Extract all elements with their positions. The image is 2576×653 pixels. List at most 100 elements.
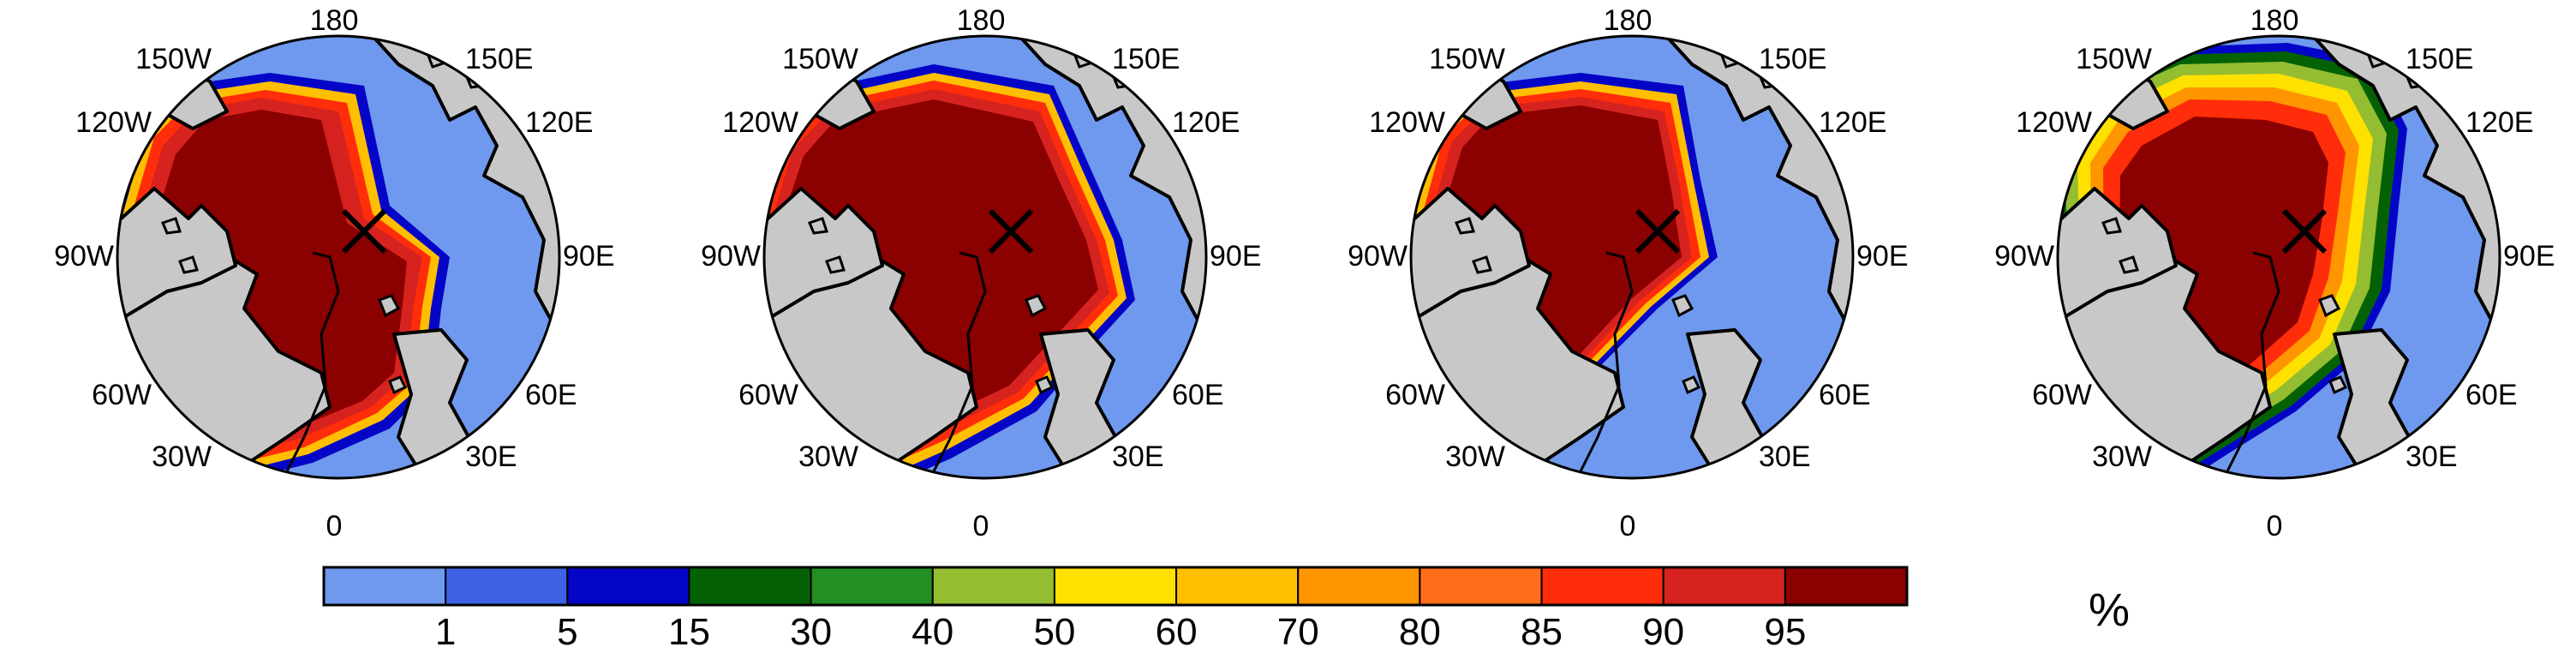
longitude-label: 150E: [1759, 43, 1826, 75]
longitude-label: 150W: [1429, 43, 1505, 75]
colorbar-swatch: [1175, 566, 1300, 606]
island: [1025, 294, 1048, 318]
longitude-label: 60E: [1172, 379, 1224, 411]
map-panels: 180 150W 150E 120W 120E 90W 90E 60W 60E 30W 30E 0 18…: [54, 4, 2555, 542]
x-mark: [341, 208, 387, 255]
colorbar-tick-label: 40: [911, 611, 953, 653]
longitude-label: 180: [310, 4, 359, 37]
island: [2318, 294, 2341, 318]
longitude-label: 180: [957, 4, 1006, 37]
map-body: [764, 36, 1206, 478]
island: [1671, 294, 1694, 318]
island: [1472, 255, 1492, 274]
longitude-label: 120W: [1369, 106, 1445, 139]
longitude-label: 60E: [525, 379, 577, 411]
longitude-label: 60W: [2032, 379, 2092, 411]
longitude-label: 180: [1604, 4, 1653, 37]
longitude-label: 90W: [1348, 240, 1408, 273]
longitude-label: 150E: [1112, 43, 1180, 75]
longitude-label: 90W: [54, 240, 114, 273]
colorbar-swatch: [1662, 566, 1786, 606]
longitude-label: 90W: [1994, 240, 2054, 273]
colorbar-tick-label: 15: [668, 611, 710, 653]
longitude-label: 30E: [465, 440, 517, 473]
map-panel: 180 150W 150E 120W 120E 90W 90E 60W 60E 30W 30E 0: [54, 4, 614, 542]
longitude-label: 30E: [2406, 440, 2458, 473]
map-body: [117, 36, 559, 478]
longitude-label: 150W: [782, 43, 858, 75]
map-panel: 180 150W 150E 120W 120E 90W 90E 60W 60E 30W 30E 0: [1994, 4, 2555, 542]
colorbar-swatch: [1053, 566, 1178, 606]
longitude-label: 150E: [2406, 43, 2473, 75]
longitude-label: 150E: [465, 43, 533, 75]
longitude-label: 120E: [2465, 106, 2533, 139]
map-boundary: [2056, 34, 2501, 480]
contour-line: [932, 251, 987, 472]
longitude-label: 90E: [1856, 240, 1909, 273]
island: [1454, 217, 1475, 235]
colorbar-unit-label: %: [2089, 584, 2130, 636]
land-mass: [117, 187, 237, 319]
colorbar-tick-label: 30: [790, 611, 832, 653]
longitude-label: 30W: [1445, 440, 1505, 473]
colorbar-tick-label: 85: [1521, 611, 1563, 653]
island: [2101, 217, 2122, 235]
sea-ice-band: [150, 110, 407, 447]
longitude-label: 60W: [1385, 379, 1445, 411]
x-mark: [988, 208, 1034, 255]
colorbar-swatch: [1540, 566, 1665, 606]
longitude-label: 60E: [1819, 379, 1871, 411]
longitude-label: 90E: [563, 240, 615, 273]
colorbar-tick-label: 80: [1399, 611, 1441, 653]
x-mark: [1635, 208, 1681, 255]
colorbar-tick-label: 90: [1642, 611, 1684, 653]
sea-ice-band: [2119, 117, 2328, 420]
island: [2119, 255, 2139, 274]
island: [807, 217, 828, 235]
longitude-label: 30W: [798, 440, 858, 473]
sea-ice-band: [1437, 105, 1682, 459]
colorbar-swatch: [445, 566, 569, 606]
contour-line: [1579, 251, 1634, 472]
island: [378, 294, 401, 318]
map-panel: 180 150W 150E 120W 120E 90W 90E 60W 60E 30W 30E 0: [701, 4, 1261, 542]
colorbar-tick-label: 60: [1156, 611, 1198, 653]
map-boundary: [1409, 34, 1855, 480]
longitude-label: 60W: [738, 379, 798, 411]
longitude-label: 120E: [1819, 106, 1886, 139]
map-boundary: [762, 34, 1208, 480]
contour-line: [2226, 251, 2280, 472]
contour-line: [285, 251, 340, 472]
island: [2328, 375, 2348, 395]
colorbar-swatch: [1784, 566, 1909, 606]
longitude-label: 60W: [92, 379, 152, 411]
colorbar-tick-labels: 1 5 15 30 40 50 60 70 80 85 90 95: [435, 611, 1806, 653]
longitude-label: 120E: [525, 106, 593, 139]
colorbar-swatch: [323, 566, 447, 606]
colorbar-tick-label: 5: [557, 611, 577, 653]
longitude-label: 90E: [1210, 240, 1262, 273]
colorbar-swatch: [688, 566, 812, 606]
island: [388, 375, 408, 395]
longitude-label: 180: [2250, 4, 2299, 37]
colorbar-swatch: [931, 566, 1055, 606]
map-boundary: [116, 34, 561, 480]
longitude-label: 60E: [2465, 379, 2518, 411]
longitude-label: 90E: [2503, 240, 2555, 273]
longitude-label: 90W: [701, 240, 761, 273]
colorbar-tick-label: 50: [1033, 611, 1075, 653]
longitude-label: 120E: [1172, 106, 1240, 139]
longitude-label: 30W: [2092, 440, 2152, 473]
colorbar-swatches: [322, 566, 1909, 607]
land-mass: [764, 187, 884, 319]
longitude-label: 150W: [2076, 43, 2152, 75]
map-body: [2058, 36, 2500, 478]
longitude-label: 30W: [152, 440, 212, 473]
longitude-label: 0: [1620, 510, 1636, 542]
land-mass: [2058, 187, 2178, 319]
longitude-label: 120W: [75, 106, 152, 139]
colorbar-swatch: [810, 566, 934, 606]
land-mass: [1411, 187, 1531, 319]
longitude-label: 0: [973, 510, 989, 542]
